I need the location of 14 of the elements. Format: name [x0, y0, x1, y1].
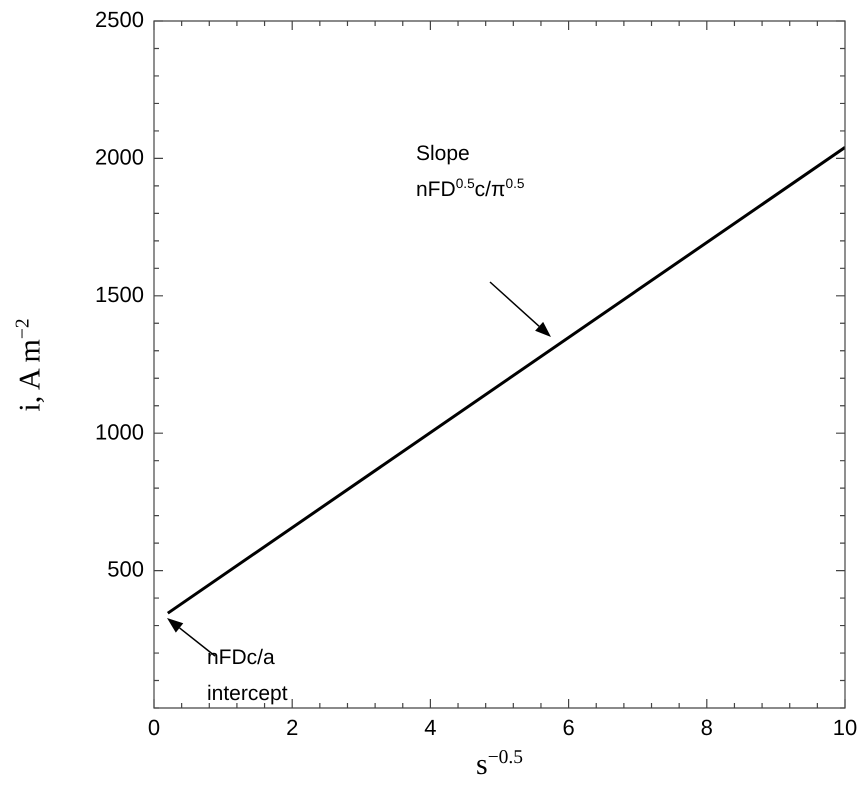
x-tick-label: 2	[286, 715, 298, 740]
annotation: Slope nFD$^{0.5}$c/π$^{0.5}$	[416, 141, 524, 203]
y-tick-label: 1500	[95, 282, 144, 307]
y-tick-label: 1000	[95, 419, 144, 444]
y-tick-label: 2000	[95, 144, 144, 170]
x-axis-title: s$^{−0.5}$	[476, 747, 524, 782]
x-tick-label: 6	[562, 715, 575, 740]
x-tick-label: 4	[424, 715, 437, 740]
x-tick-label: 0	[148, 715, 160, 740]
y-tick-label: 2500	[95, 7, 144, 32]
x-tick-label: 8	[700, 715, 713, 740]
x-tick-label: 10	[832, 715, 858, 740]
y-tick-label: 500	[107, 556, 144, 582]
annotation: nFDc/a intercept	[207, 645, 288, 707]
